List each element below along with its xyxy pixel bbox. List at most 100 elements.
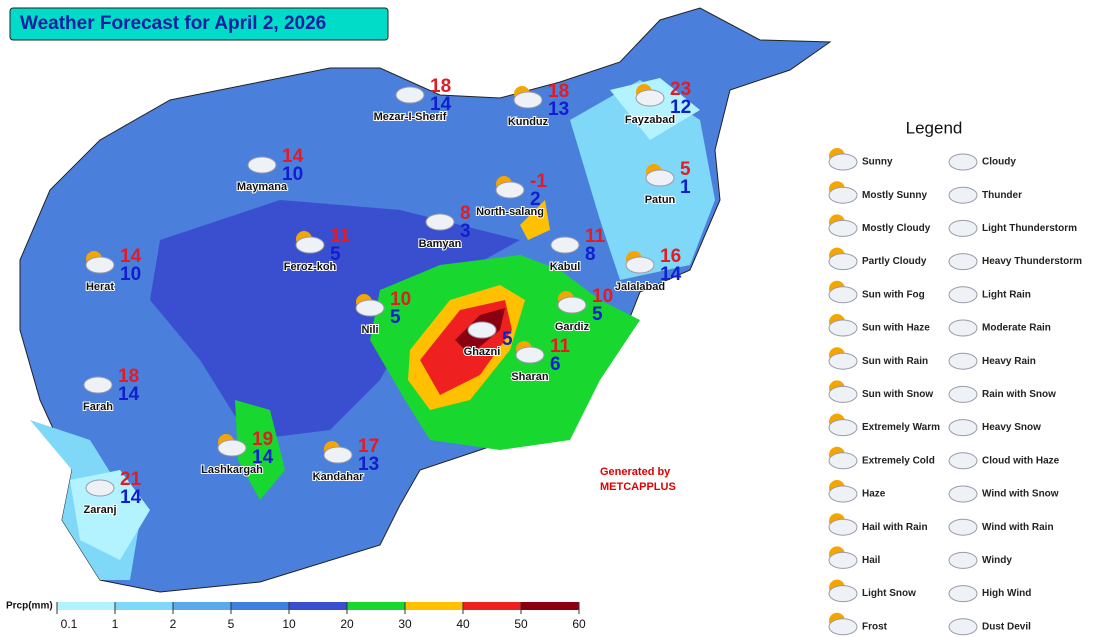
legend-item: Partly Cloudy [862, 256, 927, 267]
max-temp: 11 [550, 336, 571, 357]
legend-item: Cloud with Haze [982, 455, 1060, 466]
colorbar-swatch [231, 602, 289, 610]
icon-cloud [513, 91, 543, 109]
city-name: Jalalabad [615, 281, 665, 293]
max-temp: 23 [670, 79, 691, 100]
colorbar-tick-label: 30 [398, 617, 412, 631]
legend-item: Frost [862, 621, 888, 632]
max-temp: 16 [660, 246, 681, 267]
max-temp: 17 [358, 436, 379, 457]
legend-item: Light Rain [982, 289, 1031, 300]
legend-item: Thunder [982, 190, 1022, 201]
city-name: Ghazni [464, 346, 501, 358]
colorbar-tick-label: 40 [456, 617, 470, 631]
city-name: Fayzabad [625, 114, 675, 126]
min-temp: 3 [460, 221, 471, 242]
credit: METCAPPLUS [600, 481, 676, 493]
icon-cloud [828, 186, 858, 204]
city-name: Maymana [237, 181, 288, 193]
city-name: Kunduz [508, 116, 549, 128]
city-name: Herat [86, 281, 114, 293]
min-temp: 8 [585, 244, 596, 265]
title: Weather Forecast for April 2, 2026 [20, 13, 326, 34]
min-temp: 14 [252, 447, 274, 468]
icon-cloud [948, 618, 978, 636]
max-temp: 18 [430, 76, 451, 97]
icon-cloud [828, 419, 858, 437]
title-box [9, 7, 389, 41]
icon-cloud [625, 256, 655, 274]
colorbar-swatch [405, 602, 463, 610]
max-temp: 8 [460, 203, 471, 224]
icon-cloud [355, 299, 385, 317]
icon-cloud [828, 485, 858, 503]
colorbar-swatch [115, 602, 173, 610]
colorbar-tick-label: 20 [340, 617, 354, 631]
colorbar-tick-label: 60 [572, 617, 586, 631]
icon-cloud [948, 585, 978, 603]
icon-cloud [323, 446, 353, 464]
heavy-zone [150, 200, 520, 440]
colorbar-tick-label: 10 [282, 617, 296, 631]
legend-item: Sun with Rain [862, 356, 928, 367]
max-temp: 11 [585, 226, 606, 247]
city-name: Kandahar [313, 471, 364, 483]
max-temp: 10 [592, 286, 613, 307]
legend-item: Light Thunderstorm [982, 223, 1077, 234]
icon-cloud [948, 186, 978, 204]
max-temp: 14 [282, 146, 304, 167]
icon-cloud [828, 551, 858, 569]
colorbar-swatch [173, 602, 231, 610]
colorbar-tick-label: 50 [514, 617, 528, 631]
min-temp: 5 [390, 307, 401, 328]
icon-cloud [948, 219, 978, 237]
icon-cloud [828, 452, 858, 470]
icon-cloud [828, 319, 858, 337]
rain-30 [235, 400, 285, 500]
legend-item: Rain with Snow [982, 389, 1056, 400]
legend-item: Extremely Warm [862, 422, 940, 433]
legend-item: Wind with Rain [982, 522, 1054, 533]
max-temp: 5 [680, 159, 691, 180]
min-temp: 10 [282, 164, 303, 185]
icon-cloud [557, 296, 587, 314]
icon-cloud [828, 153, 858, 171]
max-temp: 19 [252, 429, 273, 450]
icon-cloud [425, 213, 455, 231]
min-temp: 6 [550, 354, 561, 375]
colorbar-label: Prcp(mm) [6, 601, 53, 612]
icon-cloud [828, 352, 858, 370]
icon-cloud [948, 485, 978, 503]
min-temp: 14 [430, 94, 452, 115]
legend-item: Sunny [862, 157, 893, 168]
icon-cloud [550, 236, 580, 254]
colorbar-tick-label: 1 [112, 617, 119, 631]
min-temp: 10 [120, 264, 141, 285]
legend-item: Cloudy [982, 157, 1016, 168]
legend-item: Sun with Fog [862, 289, 925, 300]
legend-item: Sun with Haze [862, 323, 930, 334]
rain-40 [520, 200, 550, 240]
colorbar-swatch [289, 602, 347, 610]
colorbar-swatch [347, 602, 405, 610]
city-name: North-salang [476, 206, 544, 218]
colorbar-swatch [463, 602, 521, 610]
legend-item: Windy [982, 555, 1012, 566]
city-name: Mezar-I-Sherif [374, 111, 447, 123]
legend-title: Legend [906, 118, 963, 137]
min-temp: 14 [120, 487, 142, 508]
icon-cloud [948, 319, 978, 337]
icon-cloud [828, 518, 858, 536]
legend-item: Hail with Rain [862, 522, 928, 533]
icon-cloud [83, 376, 113, 394]
city-name: Bamyan [419, 238, 462, 250]
legend-item: Dust Devil [982, 621, 1031, 632]
colorbar-swatch [57, 602, 115, 610]
light-rain-zone [610, 78, 700, 140]
min-temp: 1 [680, 177, 691, 198]
min-temp: 5 [330, 244, 341, 265]
icon-cloud [948, 153, 978, 171]
icon-cloud [217, 439, 247, 457]
legend-item: Moderate Rain [982, 323, 1051, 334]
